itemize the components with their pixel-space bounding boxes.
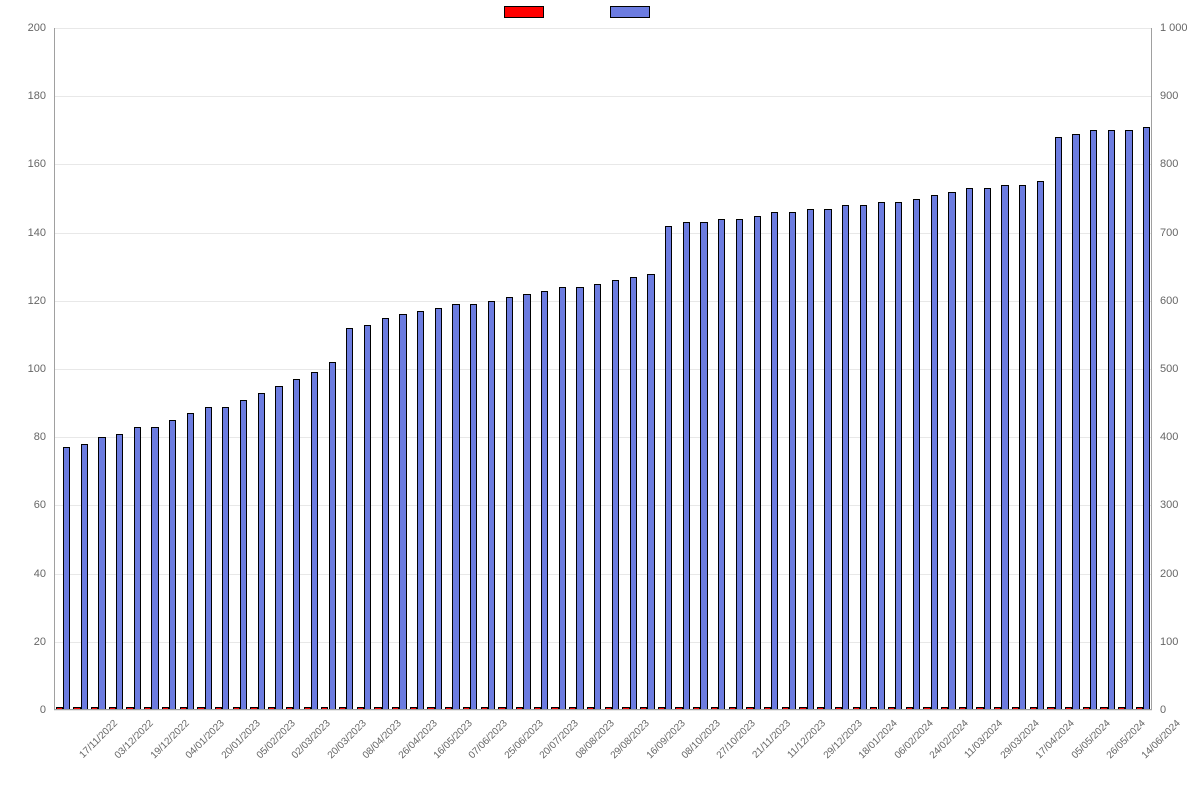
bars-layer xyxy=(54,28,1152,710)
bar-series-blue[interactable] xyxy=(452,304,459,710)
legend-swatch xyxy=(504,6,544,18)
y-right-tick-label: 1 000 xyxy=(1160,22,1188,34)
bar-series-blue[interactable] xyxy=(913,199,920,711)
y-left-tick-label: 20 xyxy=(0,636,46,648)
y-left-tick-label: 40 xyxy=(0,568,46,580)
bar-series-blue[interactable] xyxy=(116,434,123,710)
bar-series-blue[interactable] xyxy=(612,280,619,710)
legend-item[interactable] xyxy=(610,6,656,18)
bar-series-blue[interactable] xyxy=(506,297,513,710)
bar-series-blue[interactable] xyxy=(1143,127,1150,710)
bar-series-blue[interactable] xyxy=(1001,185,1008,710)
y-left-tick-label: 160 xyxy=(0,158,46,170)
bar-series-blue[interactable] xyxy=(559,287,566,710)
y-right-tick-label: 100 xyxy=(1160,636,1178,648)
y-right-tick-label: 0 xyxy=(1160,704,1166,716)
bar-series-blue[interactable] xyxy=(258,393,265,710)
bar-series-blue[interactable] xyxy=(1019,185,1026,710)
bar-series-blue[interactable] xyxy=(948,192,955,710)
bar-series-blue[interactable] xyxy=(771,212,778,710)
bar-series-blue[interactable] xyxy=(736,219,743,710)
y-left-tick-label: 100 xyxy=(0,363,46,375)
bar-series-blue[interactable] xyxy=(842,205,849,710)
axis-line xyxy=(1151,28,1152,710)
bar-series-blue[interactable] xyxy=(1037,181,1044,710)
bar-series-blue[interactable] xyxy=(399,314,406,710)
bar-series-blue[interactable] xyxy=(417,311,424,710)
bar-series-blue[interactable] xyxy=(966,188,973,710)
y-right-tick-label: 200 xyxy=(1160,568,1178,580)
bar-series-blue[interactable] xyxy=(647,274,654,710)
bar-series-blue[interactable] xyxy=(151,427,158,710)
bar-series-blue[interactable] xyxy=(329,362,336,710)
bar-series-blue[interactable] xyxy=(1055,137,1062,710)
y-right-tick-label: 800 xyxy=(1160,158,1178,170)
bar-series-blue[interactable] xyxy=(63,447,70,710)
bar-series-blue[interactable] xyxy=(205,407,212,710)
y-left-tick-label: 120 xyxy=(0,295,46,307)
bar-series-blue[interactable] xyxy=(789,212,796,710)
bar-series-blue[interactable] xyxy=(222,407,229,710)
y-right-tick-label: 900 xyxy=(1160,90,1178,102)
bar-series-blue[interactable] xyxy=(984,188,991,710)
dual-axis-bar-chart: 0 20 40 60 80 100 120 140 160 180 200 0 100 200 300 40… xyxy=(0,0,1200,800)
bar-series-blue[interactable] xyxy=(435,308,442,710)
bar-series-blue[interactable] xyxy=(683,222,690,710)
legend-swatch xyxy=(610,6,650,18)
bar-series-blue[interactable] xyxy=(382,318,389,710)
y-left-tick-label: 180 xyxy=(0,90,46,102)
bar-series-blue[interactable] xyxy=(754,216,761,710)
y-left-tick-label: 80 xyxy=(0,431,46,443)
plot-area xyxy=(54,28,1152,710)
y-right-tick-label: 600 xyxy=(1160,295,1178,307)
bar-series-blue[interactable] xyxy=(240,400,247,710)
bar-series-blue[interactable] xyxy=(346,328,353,710)
y-right-tick-label: 700 xyxy=(1160,227,1178,239)
y-right-tick-label: 400 xyxy=(1160,431,1178,443)
bar-series-blue[interactable] xyxy=(1125,130,1132,710)
axis-line xyxy=(54,28,55,710)
y-left-tick-label: 140 xyxy=(0,227,46,239)
bar-series-blue[interactable] xyxy=(824,209,831,710)
bar-series-blue[interactable] xyxy=(807,209,814,710)
y-left-tick-label: 0 xyxy=(0,704,46,716)
bar-series-blue[interactable] xyxy=(1072,134,1079,710)
bar-series-blue[interactable] xyxy=(1090,130,1097,710)
legend xyxy=(504,6,656,18)
bar-series-blue[interactable] xyxy=(630,277,637,710)
y-right-tick-label: 300 xyxy=(1160,499,1178,511)
bar-series-blue[interactable] xyxy=(594,284,601,710)
bar-series-blue[interactable] xyxy=(665,226,672,710)
bar-series-blue[interactable] xyxy=(293,379,300,710)
bar-series-blue[interactable] xyxy=(488,301,495,710)
bar-series-blue[interactable] xyxy=(98,437,105,710)
bar-series-blue[interactable] xyxy=(470,304,477,710)
bar-series-blue[interactable] xyxy=(364,325,371,710)
y-right-tick-label: 500 xyxy=(1160,363,1178,375)
bar-series-blue[interactable] xyxy=(700,222,707,710)
gridline xyxy=(54,710,1152,711)
bar-series-blue[interactable] xyxy=(860,205,867,710)
bar-series-blue[interactable] xyxy=(187,413,194,710)
bar-series-blue[interactable] xyxy=(81,444,88,710)
bar-series-blue[interactable] xyxy=(134,427,141,710)
bar-series-blue[interactable] xyxy=(931,195,938,710)
bar-series-blue[interactable] xyxy=(576,287,583,710)
y-left-tick-label: 200 xyxy=(0,22,46,34)
bar-series-blue[interactable] xyxy=(878,202,885,710)
legend-item[interactable] xyxy=(504,6,550,18)
bar-series-blue[interactable] xyxy=(718,219,725,710)
bar-series-blue[interactable] xyxy=(311,372,318,710)
bar-series-blue[interactable] xyxy=(541,291,548,710)
y-left-tick-label: 60 xyxy=(0,499,46,511)
bar-series-blue[interactable] xyxy=(1108,130,1115,710)
bar-series-blue[interactable] xyxy=(895,202,902,710)
bar-series-blue[interactable] xyxy=(169,420,176,710)
bar-series-blue[interactable] xyxy=(523,294,530,710)
bar-series-blue[interactable] xyxy=(275,386,282,710)
axis-line xyxy=(54,709,1152,710)
